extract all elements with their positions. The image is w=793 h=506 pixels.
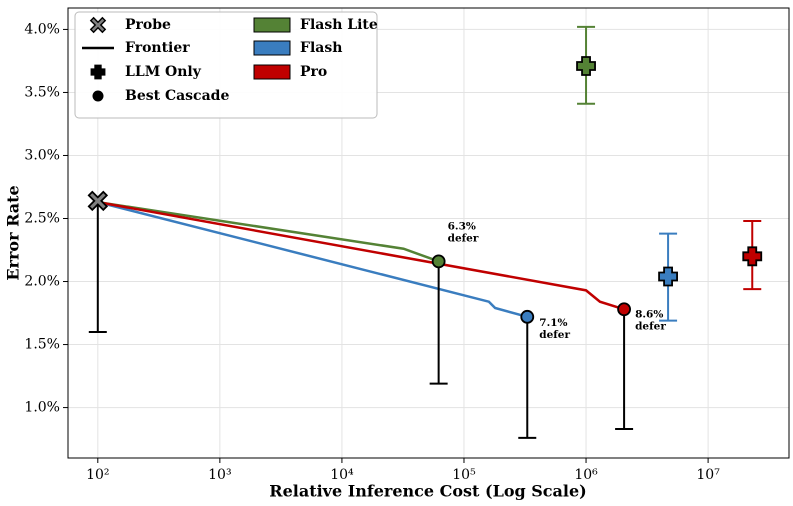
legend-label: Best Cascade	[125, 88, 229, 104]
legend: Probe Frontier LLM Only Best Cascade Flash L…	[74, 11, 378, 119]
x-axis-label: Relative Inference Cost (Log Scale)	[269, 482, 586, 501]
x-tick-label: 10⁷	[696, 467, 720, 483]
cascade-marker	[431, 254, 446, 269]
cascade-marker	[520, 309, 535, 324]
cascade-annotation: defer	[448, 232, 479, 244]
legend-swatch	[253, 17, 291, 33]
frontier-line	[97, 200, 625, 311]
frontier-line	[97, 200, 440, 263]
legend-marker	[89, 16, 107, 34]
llm-only-marker	[658, 266, 678, 287]
legend-box	[74, 11, 378, 119]
x-tick-label: 10³	[208, 467, 231, 483]
legend-swatch	[253, 40, 291, 56]
llm-only-marker	[742, 246, 763, 267]
legend-label: Probe	[125, 17, 171, 33]
legend-label: Flash Lite	[300, 17, 378, 33]
x-tick-label: 10²	[86, 467, 109, 483]
legend-label: Pro	[300, 64, 327, 80]
cascade-annotation: defer	[635, 320, 666, 332]
cascade-annotation: 8.6%	[635, 308, 663, 320]
cascade-annotation: 7.1%	[539, 317, 567, 329]
y-axis-label: Error Rate	[4, 185, 23, 280]
legend-label: LLM Only	[125, 64, 202, 80]
cascade-annotation: defer	[539, 329, 570, 341]
probe-marker	[87, 190, 109, 212]
x-tick-label: 10⁶	[574, 467, 598, 483]
legend-label: Flash	[300, 40, 342, 56]
legend-marker	[90, 64, 106, 80]
legend-swatch	[253, 64, 291, 80]
y-tick-label: 3.5%	[24, 84, 60, 100]
frontier-line	[97, 200, 528, 319]
cascade-marker	[617, 302, 631, 317]
legend-marker	[92, 90, 104, 102]
y-tick-label: 2.0%	[24, 274, 60, 290]
y-tick-label: 1.0%	[24, 400, 60, 416]
llm-only-marker	[576, 56, 596, 76]
y-tick-label: 1.5%	[24, 337, 60, 353]
y-tick-label: 2.5%	[24, 211, 60, 227]
y-tick-label: 4.0%	[24, 21, 60, 37]
x-tick-label: 10⁵	[452, 467, 476, 483]
cascade-annotation: 6.3%	[448, 220, 476, 232]
legend-label: Frontier	[125, 40, 190, 56]
x-tick-label: 10⁴	[330, 467, 354, 483]
y-tick-label: 3.0%	[24, 147, 60, 163]
plot-frame	[67, 7, 790, 459]
